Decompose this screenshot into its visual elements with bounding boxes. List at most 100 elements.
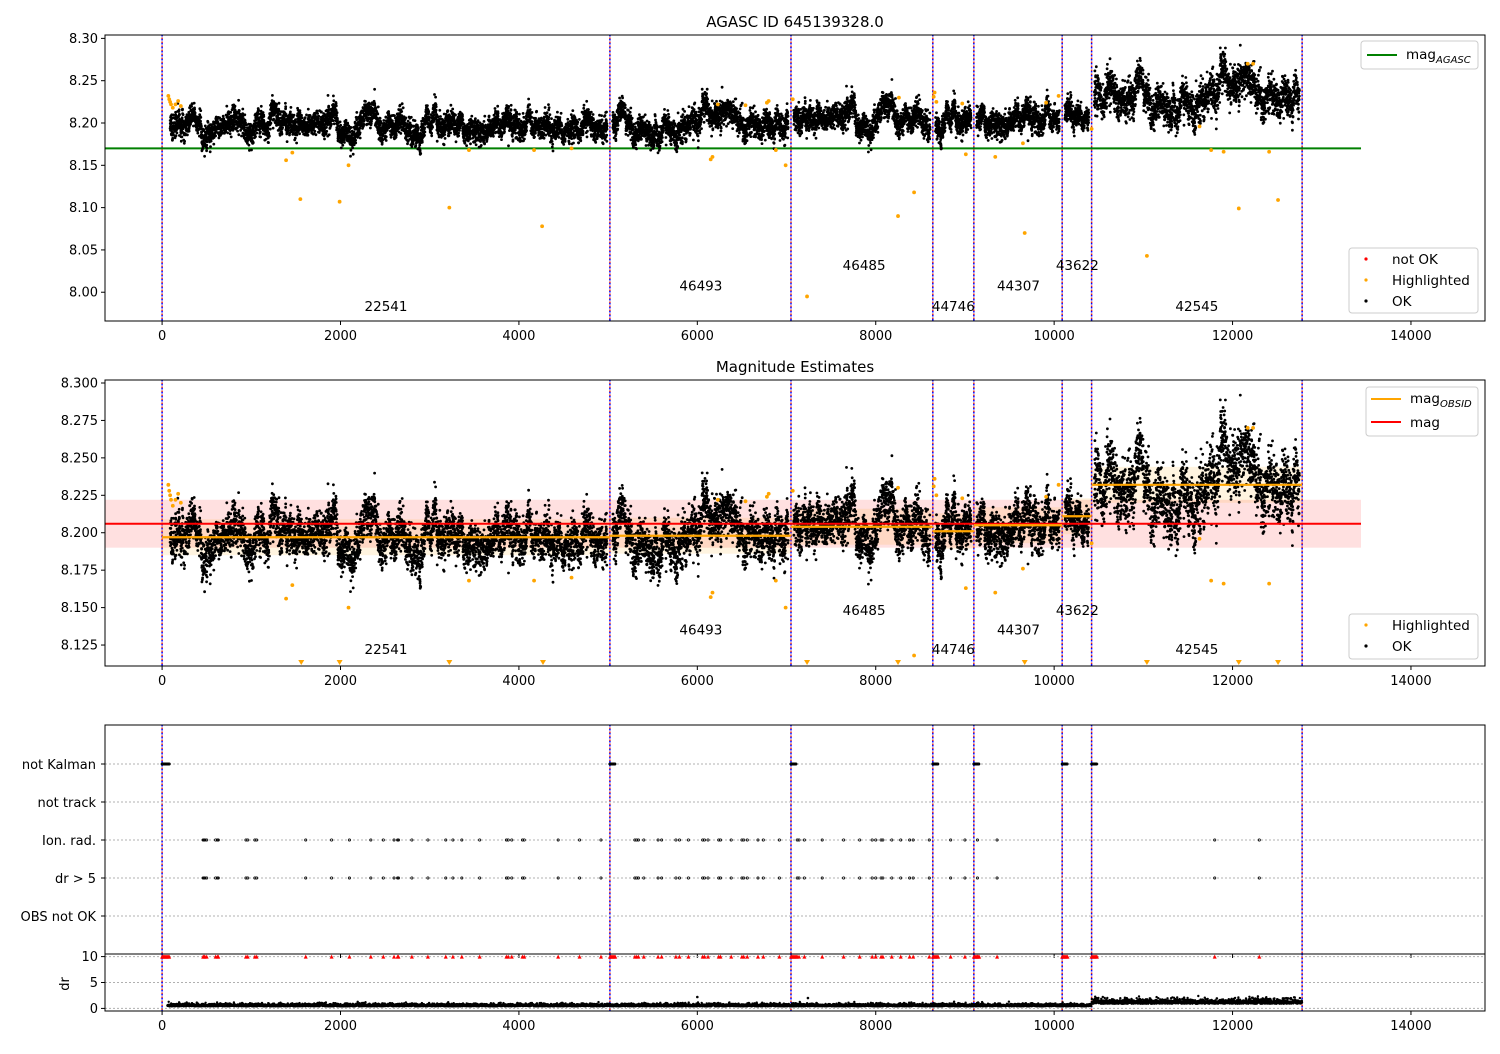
ok-point — [584, 126, 587, 129]
ok-point — [546, 111, 549, 114]
ok-point — [507, 144, 510, 147]
ok-point — [325, 130, 328, 133]
ok-point — [181, 108, 184, 111]
ok-point — [199, 109, 202, 112]
ok-point — [449, 132, 452, 135]
ok-point — [594, 141, 597, 144]
ok-point — [543, 137, 546, 140]
ok-point — [527, 98, 530, 101]
ok-point — [238, 109, 241, 112]
ok-point — [307, 134, 310, 137]
ok-point — [350, 126, 353, 129]
ok-point — [430, 134, 433, 137]
ok-point — [192, 125, 195, 128]
ok-point — [252, 141, 255, 144]
ok-point — [325, 126, 328, 129]
ok-point — [270, 122, 273, 125]
ok-point — [566, 118, 569, 121]
ok-point — [494, 107, 497, 110]
panel1-title: AGASC ID 645139328.0 — [706, 13, 884, 31]
ok-point — [574, 116, 577, 119]
ok-point — [281, 126, 284, 129]
ok-point — [355, 111, 358, 114]
ok-point — [350, 149, 353, 152]
ok-point — [330, 123, 333, 126]
ok-point — [262, 111, 265, 114]
ok-point — [577, 141, 580, 144]
ok-point — [560, 124, 563, 127]
ok-point — [559, 116, 562, 119]
ok-point — [522, 112, 525, 115]
ok-point — [411, 145, 414, 148]
ok-point — [381, 141, 384, 144]
ok-point — [540, 117, 543, 120]
ok-point — [232, 127, 235, 130]
ok-point — [267, 141, 270, 144]
ok-point — [376, 113, 379, 116]
ok-point — [424, 131, 427, 134]
ok-point — [579, 139, 582, 142]
ok-point — [343, 141, 346, 144]
ok-point — [336, 111, 339, 114]
ok-point — [423, 134, 426, 137]
ok-point — [525, 129, 528, 132]
ok-point — [171, 137, 174, 140]
ok-point — [464, 142, 467, 145]
ok-point — [455, 140, 458, 143]
ok-point — [346, 122, 349, 125]
ok-point — [325, 132, 328, 135]
ok-point — [547, 116, 550, 119]
ok-point — [255, 132, 258, 135]
ok-point — [240, 135, 243, 138]
ok-point — [340, 147, 343, 150]
ok-point — [355, 118, 358, 121]
ok-point — [196, 132, 199, 135]
ok-point — [243, 113, 246, 116]
ok-point — [586, 136, 589, 139]
ok-point — [284, 105, 287, 108]
ok-point — [570, 113, 573, 116]
ok-point — [450, 104, 453, 107]
ok-point — [436, 140, 439, 143]
ok-point — [444, 137, 447, 140]
ok-point — [298, 132, 301, 135]
ok-point — [515, 115, 518, 118]
ok-point — [345, 119, 348, 122]
ok-point — [272, 127, 275, 130]
ok-point — [414, 144, 417, 147]
ok-point — [483, 120, 486, 123]
ok-point — [236, 130, 239, 133]
ok-point — [332, 95, 335, 98]
ok-point — [433, 93, 436, 96]
ok-point — [305, 114, 308, 117]
ok-point — [419, 152, 422, 155]
ok-point — [237, 133, 240, 136]
ok-point — [551, 140, 554, 143]
ok-point — [525, 125, 528, 128]
ok-point — [531, 120, 534, 123]
ok-point — [226, 131, 229, 134]
ok-point — [295, 142, 298, 145]
ok-point — [194, 112, 197, 115]
ok-point — [315, 133, 318, 136]
ok-point — [323, 138, 326, 141]
ok-point — [574, 136, 577, 139]
ok-point — [335, 114, 338, 117]
ok-point — [458, 129, 461, 132]
ok-point — [209, 145, 212, 148]
ok-point — [333, 122, 336, 125]
ok-point — [547, 103, 550, 106]
ok-point — [188, 130, 191, 133]
ok-point — [568, 142, 571, 145]
ok-point — [205, 149, 208, 152]
ok-point — [176, 132, 179, 135]
ok-point — [578, 118, 581, 121]
ok-point — [457, 134, 460, 137]
ok-point — [529, 108, 532, 111]
ok-point — [457, 132, 460, 135]
ok-point — [474, 117, 477, 120]
ok-point — [454, 114, 457, 117]
ok-point — [259, 136, 262, 139]
ok-point — [335, 105, 338, 108]
ok-point — [399, 132, 402, 135]
